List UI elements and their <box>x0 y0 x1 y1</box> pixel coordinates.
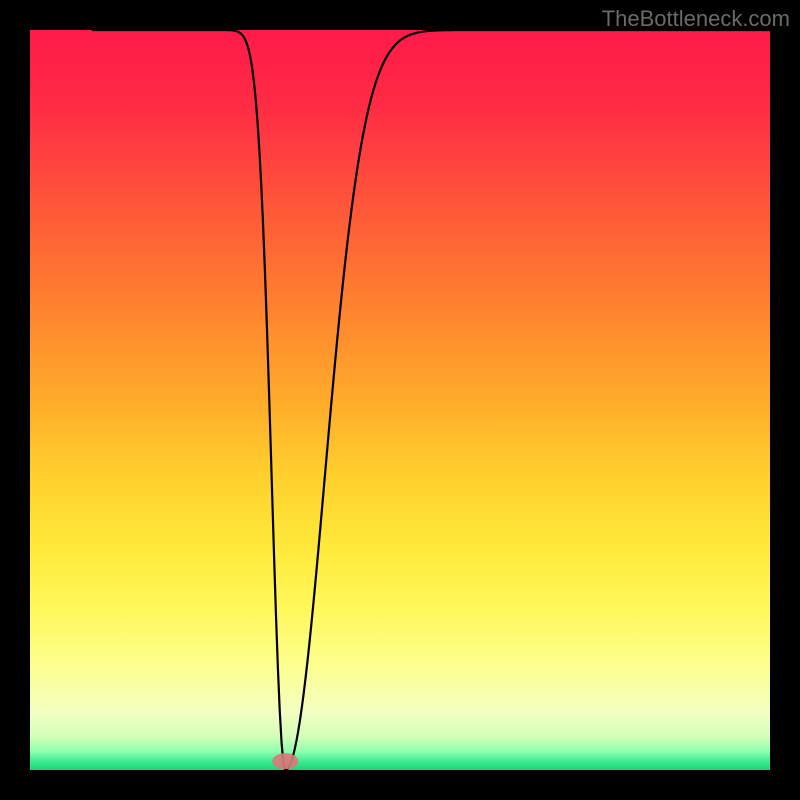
chart-container: TheBottleneck.com <box>0 0 800 800</box>
watermark-text: TheBottleneck.com <box>602 6 790 32</box>
optimal-marker <box>272 753 298 769</box>
plot-area <box>30 30 770 770</box>
bottleneck-chart <box>0 0 800 800</box>
